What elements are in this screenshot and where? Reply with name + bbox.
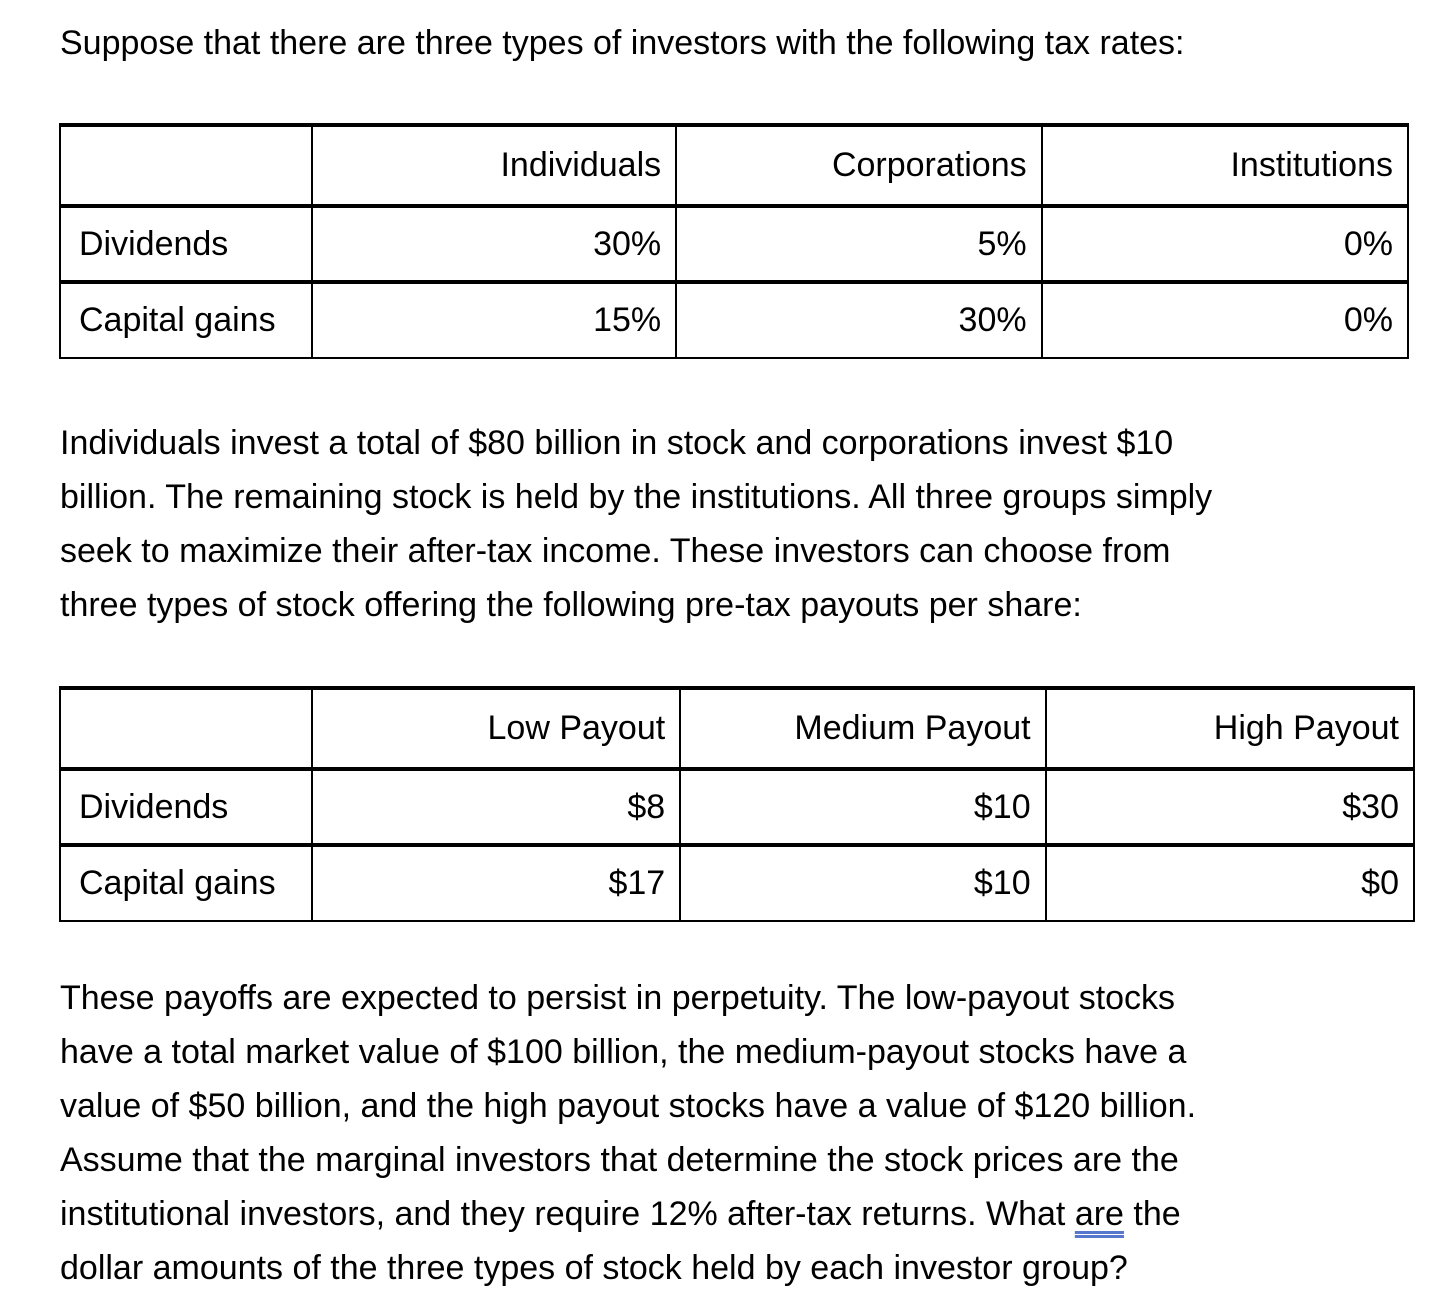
row-label-capital-gains: Capital gains: [59, 845, 313, 922]
intro-text: Suppose that there are three types of in…: [60, 24, 1185, 62]
table-cell: 30%: [310, 206, 678, 284]
header-cell-individuals: Individuals: [310, 123, 678, 208]
table-cell: $30: [1044, 769, 1416, 847]
table-cell: 30%: [675, 282, 1043, 359]
header-cell-empty: [59, 686, 313, 771]
table-cell: $10: [679, 845, 1047, 922]
header-cell-high-payout: High Payout: [1044, 686, 1416, 771]
grammar-underlined-word[interactable]: are: [1074, 1195, 1124, 1233]
question-paragraph: These payoffs are expected to persist in…: [60, 971, 1196, 1295]
investment-paragraph: Individuals invest a total of $80 billio…: [60, 416, 1212, 632]
row-label-dividends: Dividends: [59, 206, 313, 284]
table-cell: $8: [310, 769, 682, 847]
paragraph-line: These payoffs are expected to persist in…: [60, 979, 1176, 1017]
paragraph-line: institutional investors, and they requir…: [60, 1187, 1196, 1241]
row-label-dividends: Dividends: [59, 769, 313, 847]
paragraph-line: value of $50 billion, and the high payou…: [60, 1087, 1197, 1125]
table-row: Capital gains $17 $10 $0: [59, 845, 1416, 922]
table-header-row: Individuals Corporations Institutions: [59, 123, 1410, 208]
paragraph-line: seek to maximize their after-tax income.…: [60, 532, 1171, 570]
paragraph-line: dollar amounts of the three types of sto…: [60, 1249, 1128, 1287]
table-row: Capital gains 15% 30% 0%: [59, 282, 1410, 359]
table-cell: 5%: [675, 206, 1043, 284]
paragraph-line: Individuals invest a total of $80 billio…: [60, 424, 1174, 462]
table-header-row: Low Payout Medium Payout High Payout: [59, 686, 1416, 771]
header-cell-corporations: Corporations: [675, 123, 1043, 208]
header-cell-institutions: Institutions: [1040, 123, 1410, 208]
table-cell: $0: [1044, 845, 1416, 922]
payout-table: Low Payout Medium Payout High Payout Div…: [59, 686, 1416, 922]
table-row: Dividends 30% 5% 0%: [59, 206, 1410, 284]
line-text-after: the: [1123, 1195, 1181, 1233]
tax-rates-table: Individuals Corporations Institutions Di…: [59, 123, 1410, 359]
paragraph-line: have a total market value of $100 billio…: [60, 1033, 1187, 1071]
header-cell-medium-payout: Medium Payout: [679, 686, 1047, 771]
header-cell-empty: [59, 123, 313, 208]
row-label-capital-gains: Capital gains: [59, 282, 313, 359]
paragraph-line: billion. The remaining stock is held by …: [60, 478, 1213, 516]
paragraph-line: three types of stock offering the follow…: [60, 586, 1082, 624]
table-cell: $10: [679, 769, 1047, 847]
header-cell-low-payout: Low Payout: [310, 686, 682, 771]
line-text-before: institutional investors, and they requir…: [60, 1195, 1075, 1233]
table-cell: $17: [310, 845, 682, 922]
table-cell: 0%: [1040, 282, 1410, 359]
table-row: Dividends $8 $10 $30: [59, 769, 1416, 847]
paragraph-line: Assume that the marginal investors that …: [60, 1141, 1179, 1179]
table-cell: 0%: [1040, 206, 1410, 284]
table-cell: 15%: [310, 282, 678, 359]
